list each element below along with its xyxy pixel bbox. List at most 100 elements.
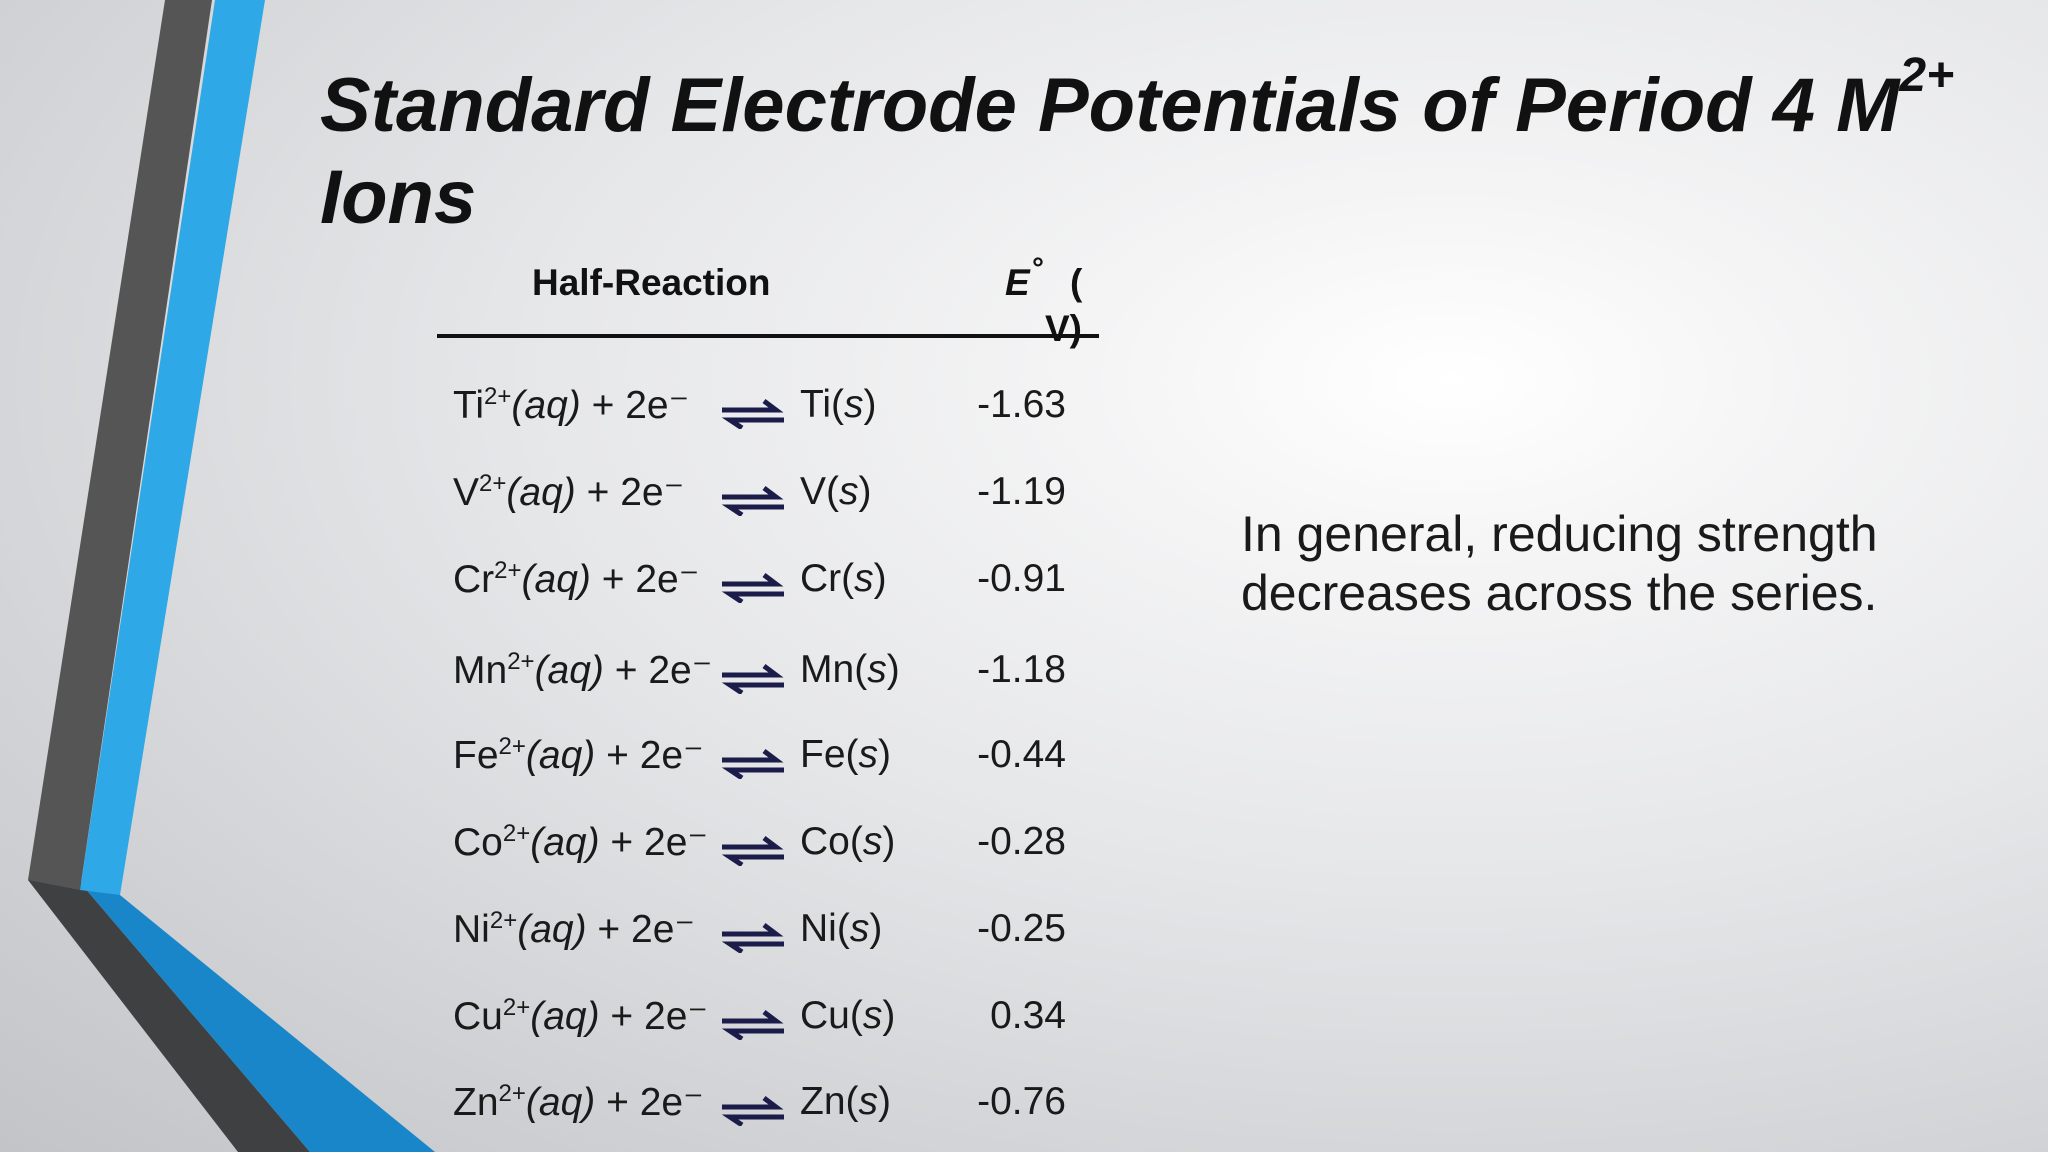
reactant: Ti2+(aq) + 2e⁻: [453, 383, 689, 428]
header-e-degree: °: [1032, 252, 1044, 285]
title-charge: 2+: [1899, 49, 1955, 102]
ion-charge: 2+: [498, 733, 526, 760]
product-state: s: [858, 1080, 879, 1123]
electrons: + 2e⁻: [603, 649, 713, 692]
aq-state: (aq): [530, 995, 600, 1038]
product-symbol: Zn: [800, 1080, 846, 1123]
reactant: Cr2+(aq) + 2e⁻: [453, 557, 699, 602]
note-line1: In general, reducing strength: [1241, 506, 1878, 562]
potential-value: -0.25: [977, 907, 1066, 950]
reactant: Mn2+(aq) + 2e⁻: [453, 648, 712, 693]
deco-gray-lower: [28, 880, 310, 1152]
header-potential: E ° ( V): [1005, 252, 1082, 349]
ion-symbol: Ni: [453, 908, 490, 951]
electrons: + 2e⁻: [575, 471, 685, 514]
potential-value: 0.34: [990, 994, 1066, 1037]
product-symbol: Cr: [800, 557, 842, 600]
equilibrium-arrow-icon: [721, 486, 784, 516]
product: Co(s): [800, 820, 896, 863]
equilibrium-arrow-icon: [721, 923, 784, 953]
product: Zn(s): [800, 1080, 892, 1123]
header-e-letter: E: [1005, 262, 1030, 303]
product-state: s: [862, 820, 883, 863]
deco-blue-lower: [78, 880, 435, 1152]
potential-value: -0.28: [977, 820, 1066, 863]
product: Cu(s): [800, 994, 896, 1037]
aq-state: (aq): [511, 384, 581, 427]
table-row: Mn2+(aq) + 2e⁻ Mn(s) -1.18: [0, 648, 1100, 708]
product-symbol: Fe: [800, 733, 846, 776]
product-symbol: Co: [800, 820, 850, 863]
ion-symbol: Cu: [453, 995, 503, 1038]
potential-value: -0.76: [977, 1080, 1066, 1123]
equilibrium-arrow-icon: [721, 664, 784, 694]
table-row: Ti2+(aq) + 2e⁻ Ti(s) -1.63: [0, 383, 1100, 443]
equilibrium-arrow-icon: [721, 1096, 784, 1126]
product: Mn(s): [800, 648, 900, 691]
deco-blue-stripe: [80, 0, 265, 895]
ion-symbol: Ti: [453, 384, 485, 427]
table-row: Cu2+(aq) + 2e⁻ Cu(s) 0.34: [0, 994, 1100, 1054]
product: Fe(s): [800, 733, 892, 776]
potential-value: -1.63: [977, 383, 1066, 426]
reactant: Co2+(aq) + 2e⁻: [453, 820, 708, 865]
electrons: + 2e⁻: [580, 384, 690, 427]
potential-value: -1.19: [977, 470, 1066, 513]
electrons: + 2e⁻: [599, 995, 709, 1038]
equilibrium-arrow-icon: [721, 399, 784, 429]
note-line2: decreases across the series.: [1241, 565, 1878, 621]
table-row: Ni2+(aq) + 2e⁻ Ni(s) -0.25: [0, 907, 1100, 967]
title-line2: Ions: [320, 155, 477, 240]
reactant: Cu2+(aq) + 2e⁻: [453, 994, 708, 1039]
product: Ni(s): [800, 907, 883, 950]
table-row: V2+(aq) + 2e⁻ V(s) -1.19: [0, 470, 1100, 530]
equilibrium-arrow-icon: [721, 1010, 784, 1040]
summary-note: In general, reducing strength decreases …: [1241, 505, 2001, 623]
deco-gray-stripe: [28, 0, 212, 890]
product-symbol: V: [800, 470, 827, 513]
ion-symbol: V: [453, 471, 480, 514]
product: V(s): [800, 470, 872, 513]
product-symbol: Ti: [800, 383, 832, 426]
aq-state: (aq): [521, 558, 591, 601]
aq-state: (aq): [534, 649, 604, 692]
aq-state: (aq): [517, 908, 587, 951]
equilibrium-arrow-icon: [721, 749, 784, 779]
equilibrium-arrow-icon: [721, 836, 784, 866]
electrons: + 2e⁻: [599, 821, 709, 864]
aq-state: (aq): [506, 471, 576, 514]
aq-state: (aq): [525, 734, 596, 777]
electrons: + 2e⁻: [595, 1081, 704, 1124]
electrons: + 2e⁻: [595, 734, 704, 777]
aq-state: (aq): [525, 1081, 596, 1124]
ion-symbol: Cr: [453, 558, 495, 601]
product-state: s: [854, 557, 874, 600]
reactant: Zn2+(aq) + 2e⁻: [453, 1080, 704, 1125]
ion-charge: 2+: [507, 648, 535, 675]
ion-symbol: Zn: [453, 1081, 499, 1124]
ion-symbol: Fe: [453, 734, 499, 777]
product: Ti(s): [800, 383, 877, 426]
title-main: Standard Electrode Potentials of Period …: [320, 63, 1900, 148]
equilibrium-arrow-icon: [721, 573, 784, 603]
potential-value: -1.18: [977, 648, 1066, 691]
table-row: Cr2+(aq) + 2e⁻ Cr(s) -0.91: [0, 557, 1100, 617]
aq-state: (aq): [530, 821, 600, 864]
ion-symbol: Mn: [453, 649, 508, 692]
ion-charge: 2+: [502, 994, 531, 1021]
reactant: Fe2+(aq) + 2e⁻: [453, 733, 704, 778]
header-e-unit-open: (: [1070, 262, 1083, 303]
product-state: s: [858, 733, 879, 776]
product: Cr(s): [800, 557, 887, 600]
product-state: s: [849, 907, 870, 950]
product-state: s: [839, 470, 859, 513]
header-half-reaction: Half-Reaction: [532, 262, 771, 303]
product-state: s: [844, 383, 864, 426]
ion-symbol: Co: [453, 821, 503, 864]
header-e-unit-close: V): [1045, 308, 1082, 349]
electrons: + 2e⁻: [586, 908, 695, 951]
header-rule: [437, 334, 1099, 338]
potential-value: -0.91: [977, 557, 1066, 600]
table-row: Co2+(aq) + 2e⁻ Co(s) -0.28: [0, 820, 1100, 880]
page-title: Standard Electrode Potentials of Period …: [320, 52, 2020, 244]
